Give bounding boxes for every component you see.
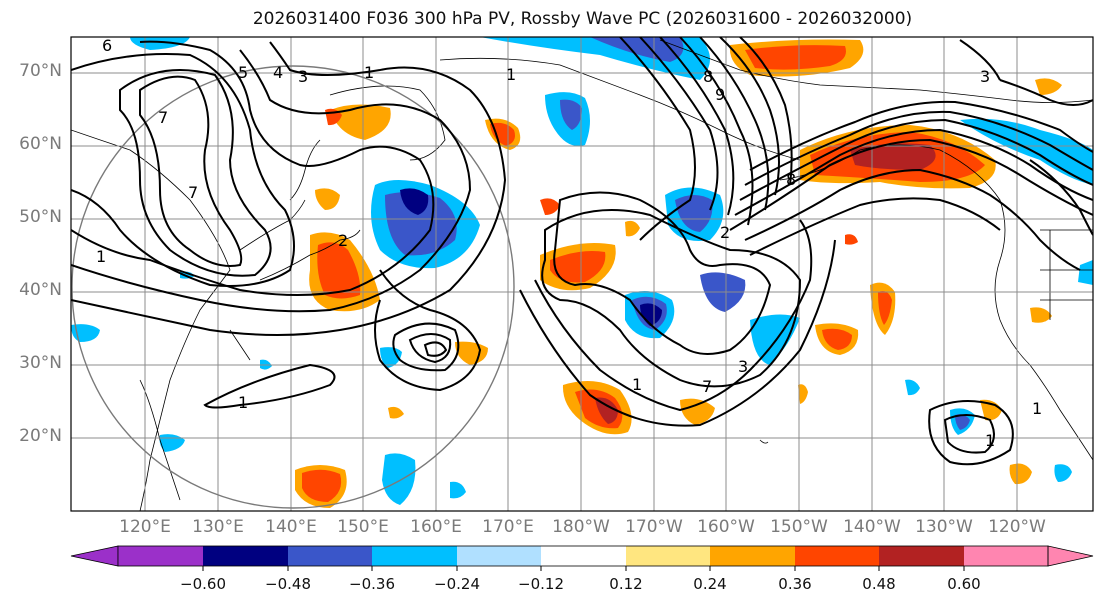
contour-label: 9 [715,85,725,104]
colorbar-segment [964,546,1048,566]
contour-label: 3 [980,67,990,86]
colorbar-tick-label: −0.24 [434,575,480,593]
colorbar-segment [203,546,288,566]
contour-label: 7 [158,108,168,127]
contour-label: 2 [720,223,730,242]
lon-label: 170°W [625,517,683,537]
lon-label: 150°E [337,517,389,537]
contour-label: 1 [1032,399,1042,418]
contour-label: 1 [238,393,248,412]
colorbar-tick-label: −0.12 [518,575,564,593]
map-frame [70,36,1094,512]
lon-label: 130°E [192,517,244,537]
contour-label: 4 [273,63,283,82]
contour-label: 5 [238,63,248,82]
colorbar [70,545,1094,571]
lon-label: 120°E [119,517,171,537]
figure-title: 2026031400 F036 300 hPa PV, Rossby Wave … [252,9,913,29]
contour-label: 1 [364,63,374,82]
lat-label: 20°N [19,426,62,446]
colorbar-tick-label: −0.36 [349,575,395,593]
colorbar-tick-label: 0.12 [609,575,643,593]
contour-label: 1 [632,375,642,394]
colorbar-segment [541,546,626,566]
lon-label: 170°E [482,517,534,537]
lat-label: 50°N [19,207,62,227]
contour-label: 7 [188,183,198,202]
contour-label: 3 [298,67,308,86]
contour-label: 6 [102,36,112,55]
lat-label: 70°N [19,61,62,81]
contour-label: 1 [506,65,516,84]
colorbar-segment [457,546,541,566]
colorbar-segment [795,546,879,566]
colorbar-tick-label: 0.60 [947,575,981,593]
lat-label: 60°N [19,134,62,154]
colorbar-tick-label: −0.48 [265,575,311,593]
graticule [71,37,1093,511]
contour-label: 1 [985,431,995,450]
lon-label: 160°E [410,517,462,537]
lon-label: 140°E [265,517,317,537]
lat-label: 40°N [19,280,62,300]
lon-label: 160°W [697,517,755,537]
colorbar-segment [710,546,795,566]
lat-label: 30°N [19,353,62,373]
contour-label: 2 [338,231,348,250]
lon-label: 180°W [552,517,610,537]
contour-label: 8 [786,170,796,189]
lon-label: 150°W [770,517,828,537]
contour-label: 8 [703,67,713,86]
colorbar-segment [626,546,710,566]
colorbar-outline [117,545,1049,567]
lon-label: 120°W [988,517,1046,537]
colorbar-segment [118,546,203,566]
colorbar-extend-min [70,545,119,567]
lon-label: 140°W [843,517,901,537]
colorbar-ticks [202,566,965,571]
contour-label: 3 [738,357,748,376]
pv-contours [71,37,1093,466]
contour-label: 1 [96,247,106,266]
colorbar-segment [372,546,457,566]
coastlines [71,39,1093,511]
colorbar-segment [879,546,964,566]
contour-label: 7 [702,377,712,396]
colorbar-tick-label: −0.60 [180,575,226,593]
colorbar-tick-label: 0.36 [778,575,812,593]
lon-label: 130°W [915,517,973,537]
contour-labels: 6 5 4 3 1 7 7 1 2 1 1 8 9 8 2 1 7 3 3 1 [96,36,1042,450]
colorbar-extend-max [1047,545,1094,567]
colorbar-tick-label: 0.48 [862,575,896,593]
region-circle [71,65,515,509]
colorbar-segment [288,546,372,566]
colorbar-tick-label: 0.24 [693,575,727,593]
